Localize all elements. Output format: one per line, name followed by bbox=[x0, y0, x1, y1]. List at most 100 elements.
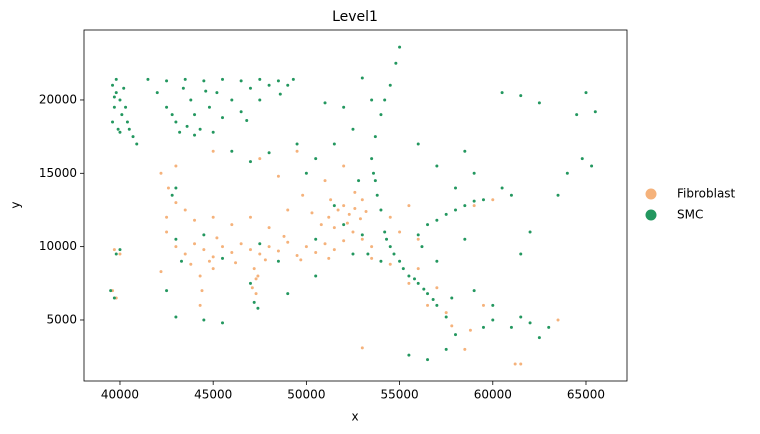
x-tick-label: 60000 bbox=[474, 388, 512, 402]
point bbox=[342, 223, 346, 227]
point bbox=[314, 157, 318, 161]
point bbox=[491, 318, 495, 322]
point bbox=[111, 83, 115, 87]
point bbox=[286, 83, 290, 87]
point bbox=[431, 297, 435, 301]
point bbox=[314, 274, 318, 278]
legend-label: Fibroblast bbox=[677, 187, 736, 201]
point bbox=[364, 209, 368, 213]
point bbox=[174, 186, 178, 190]
point bbox=[345, 221, 349, 225]
point bbox=[239, 110, 243, 114]
point bbox=[135, 142, 139, 146]
legend-marker bbox=[645, 188, 657, 200]
point bbox=[146, 77, 150, 81]
point bbox=[590, 164, 594, 168]
point bbox=[360, 237, 364, 241]
point bbox=[500, 186, 504, 190]
point bbox=[116, 127, 120, 131]
point bbox=[444, 315, 448, 319]
point bbox=[435, 164, 439, 168]
point bbox=[407, 274, 411, 278]
point bbox=[120, 113, 124, 117]
point bbox=[329, 198, 333, 202]
point bbox=[165, 79, 169, 83]
point bbox=[360, 346, 364, 350]
legend-marker bbox=[645, 209, 657, 221]
point bbox=[178, 130, 182, 134]
point bbox=[468, 328, 472, 332]
point bbox=[353, 207, 357, 211]
point bbox=[256, 274, 260, 278]
point bbox=[351, 252, 355, 256]
point bbox=[388, 262, 392, 266]
point bbox=[230, 98, 234, 102]
point bbox=[416, 237, 420, 241]
point bbox=[584, 91, 588, 95]
point bbox=[112, 95, 116, 99]
point bbox=[556, 193, 560, 197]
point bbox=[310, 211, 314, 215]
point bbox=[519, 94, 523, 98]
point bbox=[388, 215, 392, 219]
point bbox=[323, 242, 327, 246]
point bbox=[426, 223, 430, 227]
point bbox=[481, 325, 485, 329]
point bbox=[189, 98, 193, 102]
point bbox=[370, 245, 374, 249]
point bbox=[304, 245, 308, 249]
point bbox=[286, 240, 290, 244]
point bbox=[258, 77, 262, 81]
point bbox=[370, 157, 374, 161]
point bbox=[383, 230, 387, 234]
point bbox=[258, 157, 262, 161]
point bbox=[379, 259, 383, 263]
point bbox=[347, 212, 351, 216]
point bbox=[426, 358, 430, 362]
point bbox=[248, 86, 252, 90]
y-tick-label: 15000 bbox=[39, 166, 77, 180]
point bbox=[383, 98, 387, 102]
point bbox=[185, 124, 189, 128]
x-tick-label: 55000 bbox=[380, 388, 418, 402]
point bbox=[385, 237, 389, 241]
point bbox=[291, 77, 295, 81]
y-tick-label: 20000 bbox=[39, 92, 77, 106]
point bbox=[111, 120, 115, 124]
point bbox=[215, 236, 219, 240]
point bbox=[174, 201, 178, 205]
point bbox=[211, 267, 215, 271]
point bbox=[230, 149, 234, 153]
point bbox=[509, 193, 513, 197]
point bbox=[373, 135, 377, 139]
point bbox=[245, 119, 249, 123]
point bbox=[481, 198, 485, 202]
point bbox=[519, 315, 523, 319]
point bbox=[412, 277, 416, 281]
point bbox=[211, 149, 215, 153]
point bbox=[394, 61, 398, 65]
point bbox=[159, 270, 163, 274]
point bbox=[323, 179, 327, 183]
x-tick-label: 40000 bbox=[101, 388, 139, 402]
x-tick-label: 45000 bbox=[194, 388, 232, 402]
point bbox=[193, 113, 197, 117]
x-tick-label: 65000 bbox=[567, 388, 605, 402]
point bbox=[183, 77, 187, 81]
point bbox=[375, 193, 379, 197]
point bbox=[358, 217, 362, 221]
point bbox=[112, 105, 116, 109]
y-tick-label: 10000 bbox=[39, 239, 77, 253]
axes-frame bbox=[83, 29, 628, 382]
point bbox=[360, 233, 364, 237]
point bbox=[278, 92, 282, 96]
point bbox=[463, 204, 467, 208]
point bbox=[189, 262, 193, 266]
point bbox=[207, 105, 211, 109]
point bbox=[407, 281, 411, 285]
point bbox=[179, 259, 183, 263]
point bbox=[360, 198, 364, 202]
point bbox=[420, 245, 424, 249]
point bbox=[426, 303, 430, 307]
